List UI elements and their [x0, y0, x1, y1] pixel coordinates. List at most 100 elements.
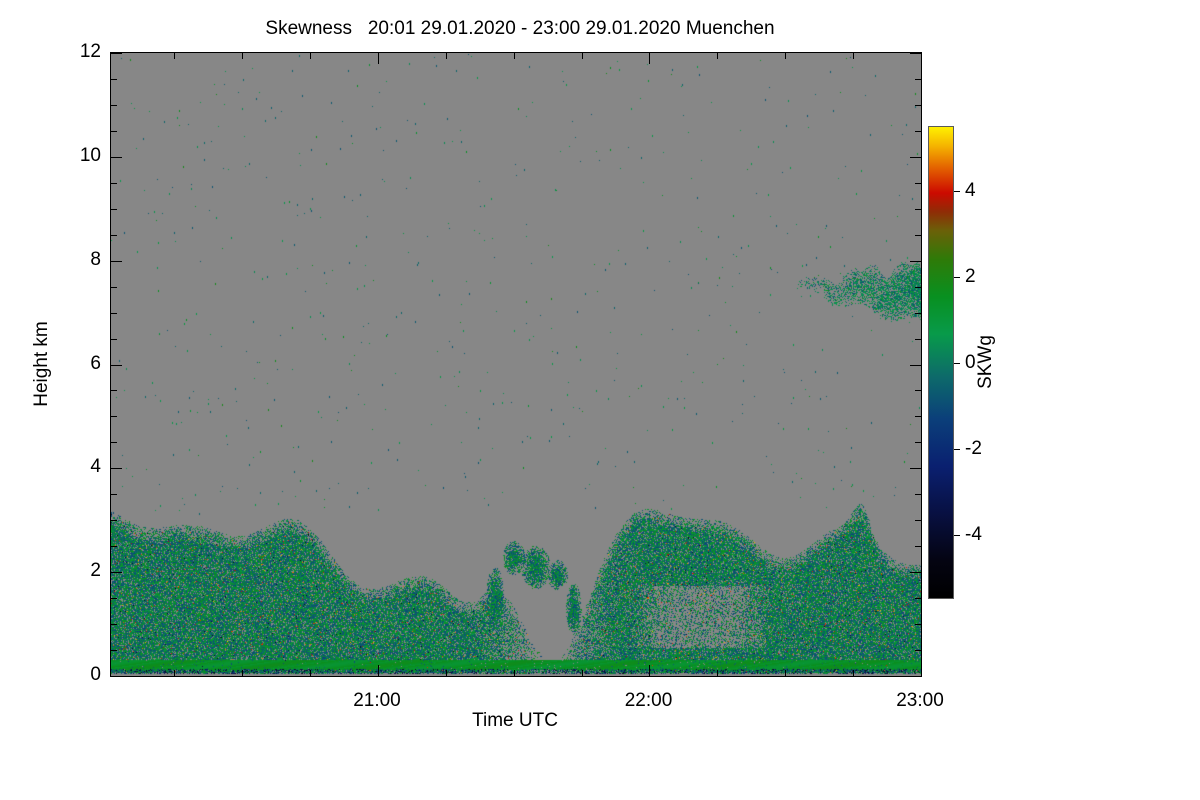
colorbar-tick-label: 0	[965, 351, 976, 373]
y-tick-label: 8	[90, 248, 101, 270]
axis-tick	[111, 676, 122, 677]
axis-tick	[915, 105, 921, 106]
axis-tick	[111, 131, 117, 132]
heatmap-canvas	[111, 53, 921, 676]
x-axis-title: Time UTC	[472, 710, 558, 731]
axis-tick	[111, 624, 117, 625]
axis-tick	[582, 670, 583, 676]
axis-tick	[446, 670, 447, 676]
axis-tick	[174, 670, 175, 676]
colorbar-title: SKWg	[975, 335, 996, 389]
axis-tick	[915, 313, 921, 314]
axis-tick	[853, 53, 854, 59]
axis-tick	[915, 520, 921, 521]
axis-tick	[111, 468, 122, 469]
axis-tick	[915, 442, 921, 443]
axis-tick	[111, 261, 122, 262]
x-tick-label: 23:00	[896, 690, 944, 711]
colorbar-tick	[954, 190, 960, 192]
y-tick-label: 0	[90, 664, 101, 685]
axis-tick	[111, 183, 117, 184]
axis-tick	[174, 53, 175, 59]
axis-tick	[310, 670, 311, 676]
axis-tick	[111, 390, 117, 391]
axis-tick	[111, 79, 117, 80]
axis-tick	[514, 670, 515, 676]
axis-tick	[853, 670, 854, 676]
axis-tick	[915, 650, 921, 651]
axis-tick	[915, 416, 921, 417]
axis-tick	[915, 598, 921, 599]
y-axis-title: Height km	[31, 321, 52, 407]
axis-tick	[111, 53, 122, 54]
axis-tick	[915, 183, 921, 184]
axis-tick	[915, 390, 921, 391]
axis-tick	[111, 313, 117, 314]
axis-tick	[910, 365, 921, 366]
axis-tick	[111, 287, 117, 288]
axis-tick	[242, 53, 243, 59]
colorbar-tick	[954, 362, 960, 364]
colorbar-tick	[954, 276, 960, 278]
axis-tick	[915, 546, 921, 547]
colorbar-tick-label: -4	[965, 523, 982, 545]
axis-tick	[111, 494, 117, 495]
axis-tick	[310, 53, 311, 59]
plot-area[interactable]	[110, 52, 922, 677]
axis-tick	[910, 157, 921, 158]
axis-tick	[111, 520, 117, 521]
colorbar-tick	[954, 448, 960, 450]
axis-tick	[910, 261, 921, 262]
axis-tick	[649, 665, 650, 676]
axis-tick	[915, 287, 921, 288]
y-tick-label: 12	[79, 41, 101, 62]
axis-tick	[111, 339, 117, 340]
axis-tick	[582, 53, 583, 59]
axis-tick	[378, 53, 379, 64]
axis-tick	[717, 53, 718, 59]
axis-tick	[111, 235, 117, 236]
y-tick-label: 4	[90, 456, 101, 478]
axis-tick	[514, 53, 515, 59]
axis-tick	[242, 670, 243, 676]
axis-tick	[915, 131, 921, 132]
axis-tick	[111, 650, 117, 651]
axis-tick	[910, 572, 921, 573]
colorbar-tick-label: -2	[965, 437, 982, 459]
axis-tick	[717, 670, 718, 676]
axis-tick	[915, 339, 921, 340]
axis-tick	[111, 598, 117, 599]
colorbar: -4 -2 0 2 4	[928, 126, 982, 599]
axis-tick	[921, 53, 922, 64]
axis-tick	[111, 416, 117, 417]
colorbar-tick-label: 4	[965, 179, 976, 201]
axis-tick	[785, 670, 786, 676]
colorbar-gradient	[928, 126, 954, 599]
axis-tick	[111, 105, 117, 106]
axis-tick	[446, 53, 447, 59]
axis-tick	[111, 157, 122, 158]
axis-tick	[378, 665, 379, 676]
axis-tick	[910, 468, 921, 469]
colorbar-tick-label: 2	[965, 265, 976, 287]
axis-tick	[915, 79, 921, 80]
x-tick-label: 21:00	[353, 690, 401, 711]
axis-tick	[910, 676, 921, 677]
colorbar-tick	[954, 534, 960, 536]
axis-tick	[111, 365, 122, 366]
axis-tick	[111, 572, 122, 573]
axis-tick	[785, 53, 786, 59]
axis-tick	[915, 209, 921, 210]
axis-tick	[649, 53, 650, 64]
y-tick-label: 2	[90, 560, 101, 582]
axis-tick	[921, 665, 922, 676]
y-tick-label: 10	[79, 144, 101, 166]
axis-tick	[111, 442, 117, 443]
axis-tick	[915, 235, 921, 236]
axis-tick	[915, 494, 921, 495]
axis-tick	[910, 53, 921, 54]
axis-tick	[111, 546, 117, 547]
page-title: Skewness 20:01 29.01.2020 - 23:00 29.01.…	[265, 18, 775, 39]
axis-tick	[915, 624, 921, 625]
